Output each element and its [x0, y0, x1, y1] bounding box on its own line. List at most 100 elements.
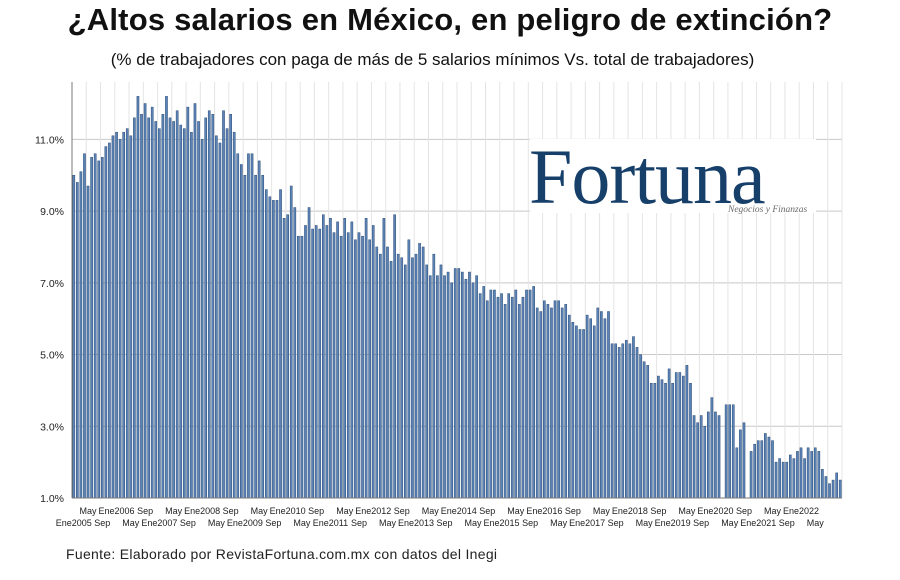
bar [250, 153, 254, 499]
x-tick-label: May [636, 518, 654, 528]
bar [550, 307, 553, 499]
x-tick-label: Sep [608, 518, 624, 528]
x-tick-label: May [764, 506, 782, 516]
x-tick-label: Ene2022 [783, 506, 819, 516]
bar [496, 296, 500, 499]
bar [93, 153, 97, 499]
bar [756, 440, 760, 499]
bar [197, 121, 200, 499]
bar [76, 182, 79, 499]
bar [289, 185, 293, 499]
bar [535, 307, 539, 499]
bar [510, 296, 514, 499]
bar [649, 382, 653, 499]
bar [838, 479, 842, 499]
bar [186, 106, 190, 499]
bar [621, 343, 625, 499]
bar [735, 447, 739, 499]
bar [628, 343, 632, 499]
bar [617, 347, 621, 499]
x-tick-label: May [251, 506, 269, 516]
x-tick-label: Ene2006 [99, 506, 135, 516]
x-tick-label: Sep [693, 518, 709, 528]
y-axis-ticks: 1.0% 3.0% 5.0% 7.0% 9.0% 11.0% [35, 134, 64, 505]
x-tick-label: May [208, 518, 226, 528]
bar [97, 160, 101, 499]
x-tick-label: Ene2008 [184, 506, 220, 516]
bar [835, 472, 838, 499]
bar [739, 429, 742, 499]
bar [667, 368, 671, 499]
bar [111, 135, 115, 499]
bar [79, 171, 83, 499]
bar [696, 422, 699, 499]
bar [557, 300, 560, 499]
x-tick-label: Sep [565, 506, 581, 516]
bar [653, 382, 657, 499]
x-tick-label: Ene2021 [740, 518, 776, 528]
x-tick-label: May [593, 506, 611, 516]
x-tick-label: May [507, 506, 525, 516]
bar [86, 185, 90, 499]
bar [600, 311, 603, 499]
bar [329, 218, 332, 499]
bar [717, 415, 721, 499]
bar [354, 239, 357, 499]
bar [150, 106, 154, 499]
bar [664, 382, 667, 499]
bar [293, 207, 297, 499]
x-tick-label: May [422, 506, 440, 516]
x-tick-label: May [678, 506, 696, 516]
x-tick-label: Ene2016 [526, 506, 562, 516]
bar [297, 235, 300, 499]
bar [553, 300, 557, 499]
bar [828, 483, 831, 499]
x-tick-label: May [721, 518, 739, 528]
x-tick-label: Ene2010 [270, 506, 306, 516]
bar [518, 304, 521, 499]
bar [528, 289, 532, 499]
bar [689, 382, 692, 499]
bar [200, 139, 204, 499]
bar [714, 411, 717, 499]
x-tick-label: Sep [437, 518, 453, 528]
bar [236, 153, 240, 499]
bar [432, 253, 436, 499]
x-tick-label: May [80, 506, 98, 516]
bar [642, 361, 646, 499]
bar [229, 114, 232, 499]
bar [364, 218, 368, 499]
bar [728, 404, 732, 499]
bar [767, 436, 771, 499]
bar [161, 114, 165, 499]
bar [428, 275, 432, 499]
bar-series [72, 96, 842, 499]
bar [614, 343, 617, 499]
x-tick-label: Sep [137, 506, 153, 516]
bar [90, 157, 93, 499]
bar [268, 196, 272, 499]
bar [165, 96, 168, 499]
bar [575, 325, 578, 499]
bar [450, 282, 453, 499]
bar [357, 232, 361, 499]
x-tick-label: Ene2017 [569, 518, 605, 528]
x-tick-label: May [165, 506, 183, 516]
bar [211, 114, 215, 499]
bar [425, 264, 429, 499]
bar [585, 314, 589, 499]
bar [749, 451, 753, 499]
source-note: Fuente: Elaborado por RevistaFortuna.com… [66, 546, 498, 562]
bar [307, 207, 311, 499]
bar [546, 304, 550, 499]
bar [371, 225, 375, 499]
bar [635, 347, 639, 499]
y-tick-label: 1.0% [40, 493, 64, 505]
bar [350, 221, 354, 499]
bar [129, 135, 133, 499]
bar [731, 404, 735, 499]
bar [539, 311, 543, 499]
bar [625, 339, 628, 499]
x-tick-label: Sep [351, 518, 367, 528]
